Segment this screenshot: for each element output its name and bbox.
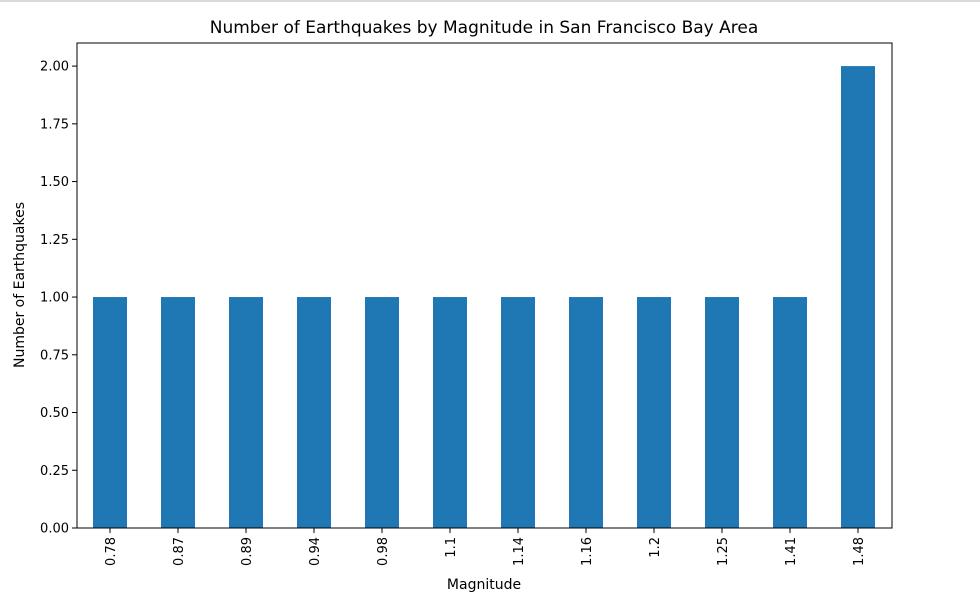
bar-1.14 <box>501 297 535 528</box>
x-tick-label: 1.14 <box>512 537 527 566</box>
plot-frame <box>76 42 893 529</box>
y-tick-label: 0.25 <box>40 464 69 479</box>
y-tick-label: 1.00 <box>40 291 69 306</box>
window-top-border <box>0 0 980 2</box>
x-tick-label: 1.25 <box>716 537 731 566</box>
x-tick-label: 1.48 <box>852 537 867 566</box>
x-tick-label: 1.1 <box>444 537 459 558</box>
x-tick-label: 0.87 <box>172 537 187 566</box>
y-tick-label: 1.25 <box>40 233 69 248</box>
bar-1.2 <box>637 297 671 528</box>
bar-0.94 <box>297 297 331 528</box>
bar-0.89 <box>229 297 263 528</box>
x-tick-label: 0.89 <box>240 537 255 566</box>
bar-1.48 <box>841 66 875 528</box>
bar-0.98 <box>365 297 399 528</box>
x-tick-label: 0.78 <box>104 537 119 566</box>
x-tick-label: 0.94 <box>308 537 323 566</box>
x-tick-label: 1.41 <box>784 537 799 566</box>
y-axis-label: Number of Earthquakes <box>12 202 28 368</box>
y-tick-label: 2.00 <box>40 60 69 75</box>
y-tick-label: 0.75 <box>40 348 69 363</box>
bar-1.41 <box>773 297 807 528</box>
bar-1.16 <box>569 297 603 528</box>
chart-title: Number of Earthquakes by Magnitude in Sa… <box>210 18 759 38</box>
y-tick-label: 0.50 <box>40 406 69 421</box>
x-tick-label: 0.98 <box>376 537 391 566</box>
x-tick-label: 1.2 <box>648 537 663 558</box>
bar-1.1 <box>433 297 467 528</box>
bar-0.78 <box>93 297 127 528</box>
bar-1.25 <box>705 297 739 528</box>
bar-0.87 <box>161 297 195 528</box>
x-axis-label: Magnitude <box>447 577 521 593</box>
y-tick-label: 1.75 <box>40 117 69 132</box>
y-tick-label: 0.00 <box>40 522 69 537</box>
y-tick-label: 1.50 <box>40 175 69 190</box>
x-tick-label: 1.16 <box>580 537 595 566</box>
